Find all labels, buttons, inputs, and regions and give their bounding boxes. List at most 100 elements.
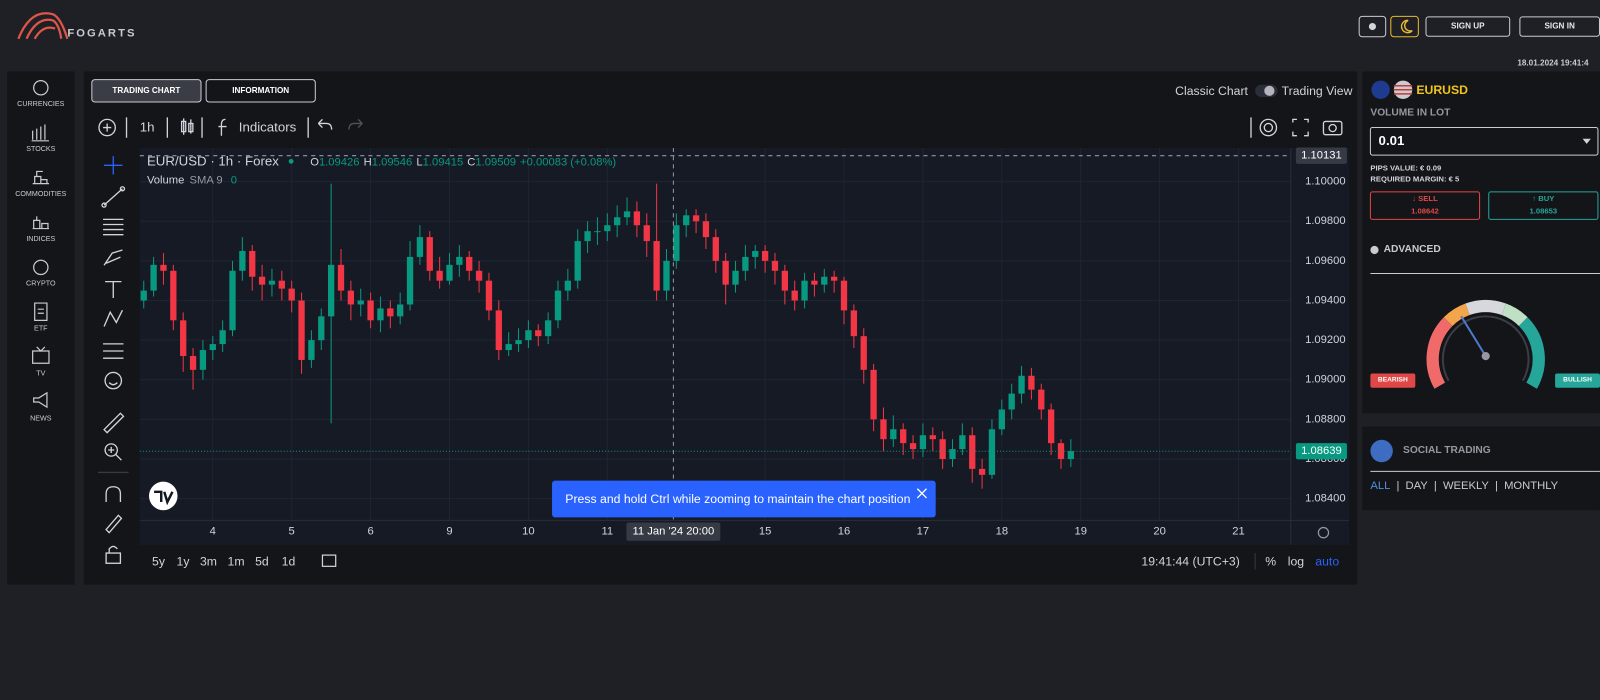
nav-item[interactable]: CURRENCIES	[17, 101, 65, 109]
social-title: SOCIAL TRADING	[1403, 444, 1491, 457]
candle-body	[623, 211, 631, 218]
candle-body	[308, 340, 315, 360]
buy-text[interactable]: BUY	[1538, 193, 1555, 204]
filter[interactable]: MONTHLY	[1504, 479, 1559, 492]
candle-body	[643, 225, 650, 242]
candle-body	[298, 300, 305, 360]
last-price-box	[1295, 443, 1347, 460]
volume-legend: Volume SMA 9 0	[147, 173, 237, 187]
toast-close[interactable]	[916, 488, 927, 499]
buy-price[interactable]: 1.08653	[1529, 206, 1558, 216]
candle-body	[495, 310, 502, 351]
dark-theme-button[interactable]	[1390, 15, 1419, 38]
nav-item[interactable]: TV	[36, 370, 46, 378]
candle-body	[209, 344, 216, 351]
candle-body	[318, 316, 325, 341]
toggle-label[interactable]: Trading View	[1281, 83, 1353, 98]
sell-button[interactable]	[1369, 191, 1481, 220]
range-button[interactable]: 1y	[176, 554, 190, 569]
volume-select[interactable]	[1369, 127, 1599, 156]
range-button[interactable]: 5y	[152, 554, 165, 569]
brand: FOGARTS	[67, 27, 137, 40]
indicators-button[interactable]: Indicators	[238, 119, 297, 135]
nav-item[interactable]: ETF	[34, 325, 48, 333]
auto-toggle[interactable]: auto	[1315, 554, 1340, 569]
x-tick-label: 21	[1232, 526, 1244, 538]
sell-text[interactable]: SELL	[1418, 193, 1438, 204]
candle-body	[959, 435, 966, 450]
candle-body	[436, 270, 443, 281]
light-theme-button[interactable]	[1358, 15, 1387, 38]
candle-body	[870, 369, 877, 420]
bearish-label: BEARISH	[1377, 376, 1408, 384]
candle-body	[929, 435, 936, 440]
tv-logo-mark	[154, 490, 174, 506]
candle-body	[554, 290, 562, 321]
x-tick-label: 6	[367, 526, 373, 538]
nav-item[interactable]: STOCKS	[26, 145, 56, 154]
status-dot: ●	[287, 155, 295, 168]
candle-body	[791, 290, 798, 301]
nav-item[interactable]: CRYPTO	[26, 280, 56, 288]
sell-label[interactable]: ↓ SELL 1.08642	[1370, 193, 1479, 217]
gauge-needle	[1460, 315, 1487, 357]
y-tick-label: 1.10000	[1305, 176, 1346, 188]
candle-body	[988, 429, 996, 475]
percent-toggle[interactable]: %	[1265, 554, 1277, 569]
candle-body	[584, 231, 591, 242]
nav-item[interactable]: COMMODITIES	[15, 190, 67, 198]
buy-button[interactable]	[1488, 191, 1599, 220]
axis-settings-icon[interactable]	[1317, 526, 1330, 539]
range-button[interactable]: 1m	[227, 554, 245, 569]
sentiment-gauge	[1426, 300, 1545, 389]
separator: |	[1396, 479, 1400, 492]
candle-body	[337, 264, 345, 291]
filter[interactable]: WEEKLY	[1442, 479, 1489, 492]
sign-up-button[interactable]: SIGN UP	[1425, 16, 1511, 37]
range-button[interactable]: 3m	[199, 554, 218, 569]
candle-body	[732, 270, 739, 285]
candle-body	[387, 308, 394, 317]
x-tick-label: 16	[838, 526, 850, 538]
candle-body	[1038, 389, 1045, 410]
range-button[interactable]: 1d	[281, 554, 296, 569]
sell-price[interactable]: 1.08642	[1411, 206, 1439, 216]
candle-body	[860, 336, 867, 370]
sign-in-button[interactable]: SIGN IN	[1519, 16, 1600, 37]
tab-information[interactable]	[205, 79, 316, 103]
filter[interactable]: DAY	[1405, 479, 1428, 492]
candle-body	[199, 350, 207, 370]
log-toggle[interactable]: log	[1287, 554, 1305, 569]
last-price-label: 1.08639	[1301, 445, 1342, 457]
y-tick-label: 1.09400	[1305, 294, 1346, 306]
candle-body	[258, 276, 266, 285]
arrow: ↓	[1412, 193, 1419, 204]
candle-body	[535, 330, 542, 337]
candle-body	[702, 221, 710, 238]
candle-body	[475, 270, 483, 281]
candle-body	[919, 435, 927, 450]
interval[interactable]: 1h	[139, 119, 155, 135]
nav-item[interactable]: NEWS	[30, 415, 52, 423]
filter[interactable]: ALL	[1370, 479, 1391, 492]
y-tick-label: 1.09800	[1305, 215, 1346, 227]
volume-value[interactable]: 0.01	[1378, 132, 1405, 148]
buy-label[interactable]: ↑ BUY 1.08653	[1489, 193, 1598, 217]
toggle-label[interactable]: Classic Chart	[1175, 83, 1248, 98]
tab-trading-chart[interactable]	[91, 79, 202, 103]
tab-label[interactable]: INFORMATION	[232, 85, 290, 95]
flag-us-stripes	[1393, 84, 1413, 95]
x-tick-label: 15	[759, 526, 771, 538]
date-range-icon[interactable]	[321, 554, 337, 567]
tab-label[interactable]: TRADING CHART	[112, 85, 181, 95]
range-button[interactable]: 5d	[255, 554, 269, 569]
candle-body	[998, 409, 1005, 430]
advanced-toggle[interactable]: ADVANCED	[1383, 243, 1441, 256]
candle-body	[1018, 375, 1025, 394]
nav-item[interactable]: INDICES	[26, 235, 56, 243]
candle-body	[712, 237, 719, 261]
y-tick-label: 1.09200	[1305, 334, 1346, 346]
social-panel	[1362, 426, 1600, 511]
social-filters: ALL | DAY | WEEKLY | MONTHLY	[1370, 479, 1558, 493]
